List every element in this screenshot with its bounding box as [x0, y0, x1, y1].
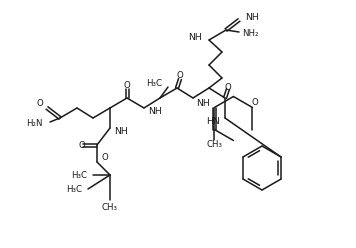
Text: O: O: [37, 98, 43, 107]
Text: NH: NH: [114, 127, 128, 136]
Text: O: O: [177, 71, 183, 81]
Text: NH: NH: [188, 33, 202, 42]
Text: H₃C: H₃C: [71, 171, 87, 180]
Text: NH₂: NH₂: [242, 29, 258, 37]
Text: O: O: [124, 81, 130, 90]
Text: O: O: [101, 154, 108, 162]
Text: NH: NH: [196, 98, 210, 107]
Text: H₃C: H₃C: [146, 79, 162, 88]
Text: H₂N: H₂N: [26, 119, 43, 127]
Text: H₃C: H₃C: [66, 186, 82, 194]
Text: O: O: [79, 141, 85, 150]
Text: HN: HN: [206, 118, 220, 126]
Text: NH: NH: [245, 13, 259, 23]
Text: CH₃: CH₃: [102, 203, 118, 212]
Text: CH₃: CH₃: [206, 140, 222, 149]
Text: NH: NH: [148, 107, 162, 117]
Text: O: O: [225, 84, 231, 93]
Text: O: O: [251, 98, 258, 107]
